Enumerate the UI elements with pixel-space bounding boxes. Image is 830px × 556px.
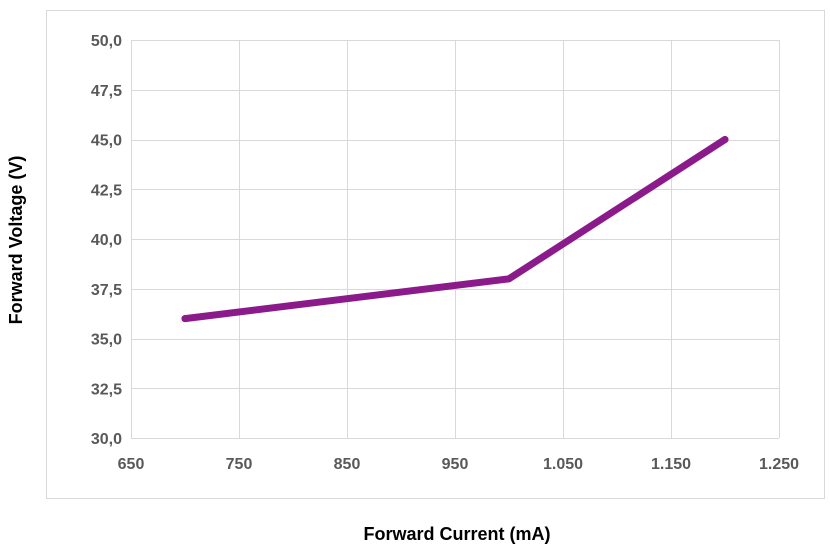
x-tick-label: 1.250 xyxy=(759,456,799,473)
x-tick-label: 850 xyxy=(334,456,361,473)
x-tick-label: 1.150 xyxy=(651,456,691,473)
data-point xyxy=(181,315,189,323)
y-tick-label: 32,5 xyxy=(91,381,122,398)
y-tick-label: 47,5 xyxy=(91,83,122,100)
y-axis-title: Forward Voltage (V) xyxy=(6,156,26,325)
y-tick-label: 45,0 xyxy=(91,133,122,150)
data-point xyxy=(505,275,513,283)
y-tick-labels: 30,0 32,5 35,0 37,5 40,0 42,5 45,0 47,5 50,0 xyxy=(91,33,122,448)
x-axis-title: Forward Current (mA) xyxy=(363,524,550,544)
x-tick-label: 1.050 xyxy=(543,456,583,473)
y-tick-label: 35,0 xyxy=(91,332,122,349)
x-tick-labels: 650 750 850 950 1.050 1.150 1.250 xyxy=(118,456,799,473)
x-tick-label: 750 xyxy=(226,456,253,473)
y-tick-label: 42,5 xyxy=(91,182,122,199)
series-layer xyxy=(181,136,729,323)
x-tick-label: 650 xyxy=(118,456,145,473)
y-tick-label: 30,0 xyxy=(91,431,122,448)
data-point xyxy=(721,136,729,143)
y-tick-label: 50,0 xyxy=(91,33,122,50)
grid-lines xyxy=(131,40,780,439)
y-tick-label: 40,0 xyxy=(91,232,122,249)
y-tick-label: 37,5 xyxy=(91,282,122,299)
x-tick-label: 950 xyxy=(442,456,469,473)
chart-frame xyxy=(46,10,825,499)
